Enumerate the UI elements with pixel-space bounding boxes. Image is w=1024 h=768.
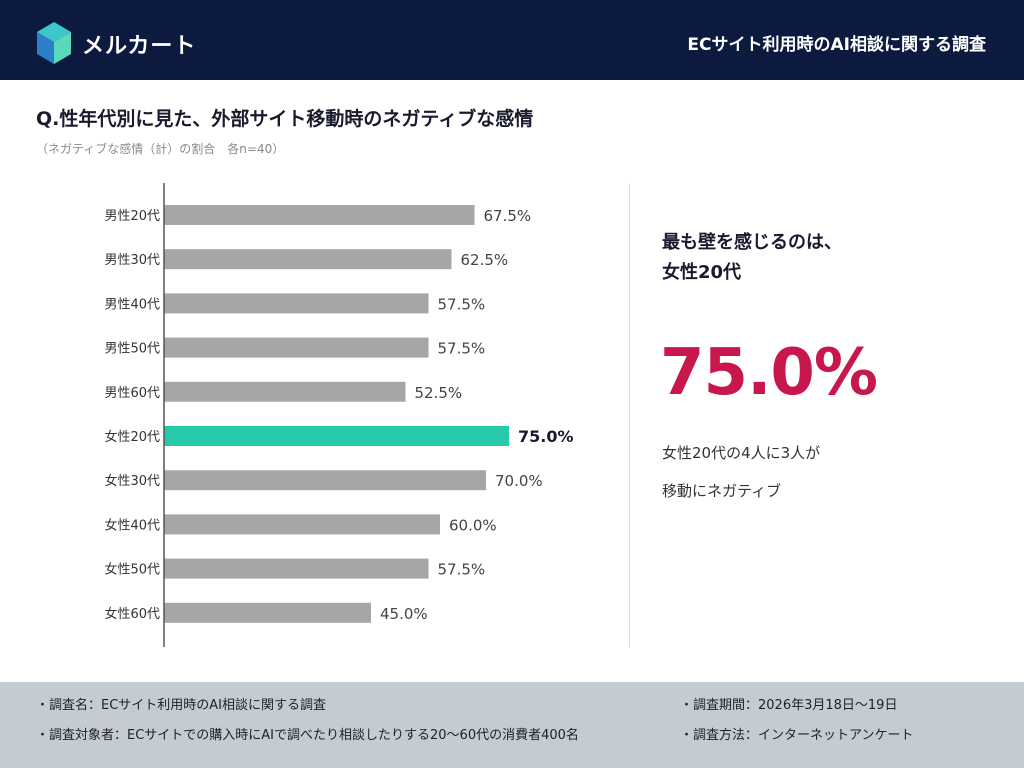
bar-7 <box>164 470 486 491</box>
category-label-9: 女性50代 <box>104 562 160 578</box>
highlight-heading: 最も壁を感じるのは、 女性20代 <box>662 228 842 288</box>
hexagon-logo-icon <box>37 22 71 64</box>
survey-title: ECサイト利用時のAI相談に関する調査 <box>687 35 986 55</box>
bar-chart: 男性20代 67.5% 男性30代 62.5% 男性40代 57.5% 男性50代 57.5%… <box>104 183 574 647</box>
data-label-1: 67.5% <box>484 207 532 225</box>
footer-survey-name: ・調査名：ECサイト利用時のAI相談に関する調査 <box>36 698 327 713</box>
highlight-heading-line1: 最も壁を感じるのは、 <box>662 232 842 253</box>
data-label-9: 57.5% <box>438 561 486 579</box>
data-label-4: 57.5% <box>438 340 486 358</box>
bar-6 <box>164 426 509 446</box>
category-label-2: 男性30代 <box>104 253 160 268</box>
footer-period: ・調査期間：2026年3月18日〜19日 <box>680 698 898 713</box>
highlight-value: 75.0% <box>660 336 878 410</box>
data-label-8: 60.0% <box>449 516 497 534</box>
bar-10 <box>164 602 371 623</box>
footer-method: ・調査方法：インターネットアンケート <box>680 728 914 743</box>
data-label-2: 62.5% <box>461 251 509 269</box>
bar-4 <box>164 337 429 358</box>
data-label-3: 57.5% <box>438 295 486 313</box>
highlight-heading-line2: 女性20代 <box>662 262 742 283</box>
category-label-8: 女性40代 <box>104 517 160 533</box>
data-label-7: 70.0% <box>495 472 543 490</box>
category-label-1: 男性20代 <box>104 209 160 224</box>
footer: ・調査名：ECサイト利用時のAI相談に関する調査 ・調査対象者：ECサイトでの購… <box>0 682 1024 768</box>
bar-1 <box>164 205 475 225</box>
data-label-5: 52.5% <box>415 384 463 402</box>
bar-3 <box>164 293 429 314</box>
panel-divider <box>629 183 630 647</box>
question-title: Q.性年代別に見た、外部サイト移動時のネガティブな感情 <box>36 108 534 130</box>
data-label-6: 75.0% <box>518 427 574 446</box>
category-label-10: 女性60代 <box>104 606 160 622</box>
highlight-note-line2: 移動にネガティブ <box>662 482 782 500</box>
data-label-10: 45.0% <box>380 605 428 623</box>
category-label-4: 男性50代 <box>104 342 160 357</box>
bar-5 <box>164 381 406 402</box>
brand-name: メルカート <box>82 34 197 59</box>
bar-8 <box>164 514 440 535</box>
header-bar: メルカート ECサイト利用時のAI相談に関する調査 <box>0 0 1024 80</box>
category-label-5: 男性60代 <box>104 386 160 401</box>
category-label-3: 男性40代 <box>104 297 160 312</box>
highlight-note: 女性20代の4人に3人が 移動にネガティブ <box>662 434 820 510</box>
question-subtitle: （ネガティブな感情（計）の割合 各n=40） <box>36 142 285 156</box>
category-label-7: 女性30代 <box>104 473 160 489</box>
highlight-note-line1: 女性20代の4人に3人が <box>662 444 821 462</box>
bar-9 <box>164 558 429 579</box>
bar-2 <box>164 249 452 270</box>
footer-target: ・調査対象者：ECサイトでの購入時にAIで調べたり相談したりする20〜60代の消… <box>36 728 579 743</box>
category-label-6: 女性20代 <box>104 429 160 445</box>
